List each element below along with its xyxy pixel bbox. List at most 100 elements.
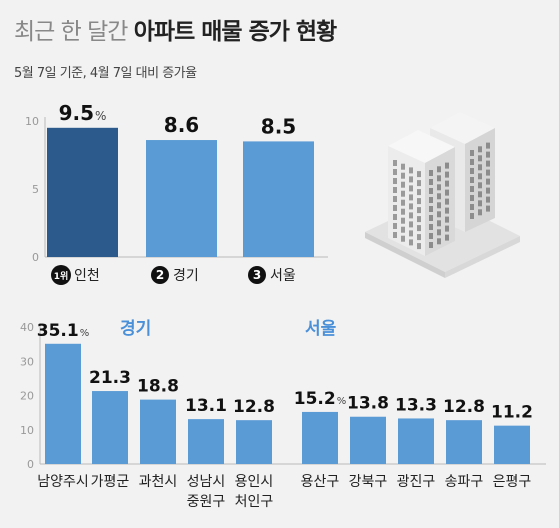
building-window — [417, 198, 421, 205]
building-window — [486, 178, 490, 185]
building-window — [401, 226, 405, 233]
building-window — [470, 195, 474, 201]
building-window — [437, 184, 441, 191]
apartment-building-illustration — [365, 112, 520, 278]
category-label: 중원구 — [187, 494, 226, 510]
y-tick-label: 0 — [27, 458, 34, 471]
building-window — [393, 196, 397, 202]
category-label: 광진구 — [397, 474, 436, 490]
value-label: 12.8 — [443, 397, 485, 417]
value-label: 8.6 — [164, 113, 199, 137]
y-tick-label: 40 — [20, 321, 34, 334]
building-window — [429, 179, 433, 185]
building-window — [486, 151, 490, 158]
building-window — [393, 205, 397, 211]
building-window — [393, 187, 397, 193]
category-label: 용인시 — [235, 474, 274, 490]
building-window — [437, 229, 441, 236]
building-window — [393, 160, 397, 166]
building-window — [401, 208, 405, 215]
building-window — [409, 167, 413, 174]
bar — [494, 425, 530, 464]
category-label: 강북구 — [349, 474, 388, 490]
bar-경기 — [146, 140, 217, 257]
bar — [350, 416, 386, 464]
building-window — [401, 163, 405, 170]
building-window — [445, 225, 449, 232]
value-label: 8.5 — [261, 114, 296, 138]
building-window — [429, 170, 433, 176]
building-window — [409, 221, 413, 228]
category-label: 과천시 — [139, 474, 178, 490]
building-window — [417, 189, 421, 196]
value-label: 11.2 — [491, 403, 533, 423]
bar-서울 — [243, 141, 314, 257]
y-tick-label: 30 — [20, 355, 34, 368]
building-window — [486, 169, 490, 176]
building-window — [429, 206, 433, 212]
building-window — [445, 180, 449, 187]
building-window — [445, 207, 449, 214]
building-window — [445, 162, 449, 169]
building-window — [445, 171, 449, 178]
title-bold: 아파트 매물 증가 현황 — [133, 19, 337, 45]
y-tick-label: 10 — [20, 424, 34, 437]
bar — [45, 343, 81, 464]
category-label: 송파구 — [445, 474, 484, 490]
value-label: 9.5% — [59, 101, 107, 125]
building-window — [470, 177, 474, 183]
building-window — [409, 230, 413, 237]
y-tick-label: 5 — [32, 183, 39, 196]
category-label: 성남시 — [187, 474, 226, 490]
bar — [446, 420, 482, 464]
building-window — [437, 193, 441, 200]
building-window — [409, 212, 413, 219]
building-window — [478, 146, 482, 153]
building-window — [478, 155, 482, 162]
category-label: 은평구 — [493, 474, 532, 490]
value-label: 12.8 — [233, 397, 275, 417]
building-window — [417, 225, 421, 232]
rank-label: 2 — [156, 268, 164, 282]
building-window — [429, 188, 433, 194]
building-window — [486, 196, 490, 203]
building-window — [470, 213, 474, 219]
bar — [236, 420, 272, 464]
value-label: 21.3 — [89, 368, 131, 388]
bar — [398, 418, 434, 464]
building-window — [409, 176, 413, 183]
section-label: 서울 — [305, 319, 337, 339]
chart-subtitle: 5월 7일 기준, 4월 7일 대비 증가율 — [14, 66, 197, 81]
building-window — [417, 216, 421, 223]
building-window — [478, 173, 482, 180]
building-window — [401, 172, 405, 179]
building-window — [409, 194, 413, 201]
building-window — [417, 234, 421, 241]
building-window — [486, 187, 490, 194]
building-window — [445, 189, 449, 196]
building-window — [470, 159, 474, 165]
y-tick-label: 20 — [20, 390, 34, 403]
building-window — [401, 217, 405, 224]
building-window — [437, 220, 441, 227]
building-window — [393, 169, 397, 175]
building-window — [417, 207, 421, 214]
building-window — [478, 164, 482, 171]
building-window — [486, 142, 490, 149]
y-tick-label: 10 — [25, 115, 39, 128]
rank-badge — [151, 266, 169, 284]
building-window — [429, 233, 433, 239]
building-window — [393, 223, 397, 229]
category-label: 용산구 — [301, 474, 340, 490]
rank-label: 1위 — [54, 270, 69, 282]
building-window — [445, 234, 449, 241]
building-window — [437, 175, 441, 182]
building-window — [437, 238, 441, 245]
rank-badge — [248, 266, 266, 284]
value-label: 13.8 — [347, 394, 389, 414]
building-window — [429, 224, 433, 230]
building-window — [401, 235, 405, 242]
y-tick-label: 0 — [32, 251, 39, 264]
building-window — [401, 181, 405, 188]
